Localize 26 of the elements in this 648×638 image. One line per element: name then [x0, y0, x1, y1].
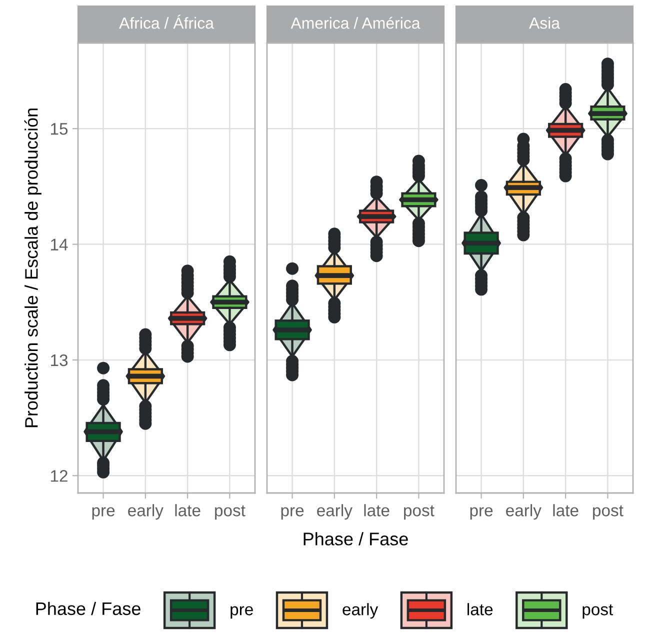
- legend-label: early: [342, 603, 378, 619]
- x-tick-label: post: [593, 505, 624, 520]
- x-tick-label: pre: [470, 507, 493, 520]
- y-axis-title: Production scale / Escala de producción: [24, 108, 42, 428]
- legend-label: late: [468, 603, 493, 616]
- y-tick-label: 14: [51, 238, 68, 250]
- x-tick-label: late: [364, 504, 390, 516]
- x-tick-label: early: [317, 504, 352, 520]
- x-axis-title: Phase / Fase: [304, 532, 408, 546]
- legend-label: post: [582, 604, 614, 619]
- legend-title: Phase / Fase: [36, 602, 140, 616]
- x-tick-label: pre: [92, 507, 115, 520]
- x-tick-label: late: [553, 504, 578, 516]
- x-tick-label: post: [215, 505, 246, 520]
- legend-label: pre: [230, 606, 253, 619]
- x-tick-label: pre: [281, 507, 304, 520]
- chart-title: Asia: [528, 17, 560, 29]
- x-tick-label: early: [128, 504, 164, 520]
- x-tick-label: late: [175, 504, 200, 516]
- chart-title: Africa / África: [119, 14, 214, 29]
- y-tick-label: 15: [51, 123, 68, 135]
- x-tick-label: early: [506, 504, 542, 520]
- y-tick-label: 13: [51, 354, 68, 366]
- y-tick-label: 12: [51, 470, 68, 482]
- x-tick-label: post: [404, 505, 434, 520]
- chart-title: America / América: [290, 16, 420, 29]
